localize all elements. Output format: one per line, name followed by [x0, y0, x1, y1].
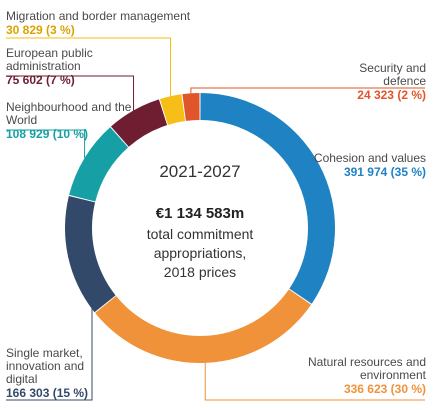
slice-cohesion-and-values: [200, 93, 335, 304]
leader-public-administration: [6, 75, 135, 111]
slice-security-and-defence: [182, 93, 200, 121]
center-caption-line-3: 2018 prices: [163, 264, 237, 280]
leader-migration: [6, 37, 172, 97]
label-value: 108 929 (10 %): [6, 127, 89, 141]
slice-natural-resources-and-environment: [95, 289, 312, 364]
label-name: Security and defence: [359, 61, 426, 88]
label-value: 391 974 (35 %): [343, 165, 426, 179]
leader-neighbourhood: [6, 129, 86, 159]
label-name: Neighbourhood and the World: [6, 100, 132, 127]
label-name: European public administration: [6, 46, 93, 73]
leader-security: [190, 87, 425, 94]
label-neighbourhood: Neighbourhood and the World 108 929 (10 …: [6, 101, 136, 141]
label-name: Cohesion and values: [313, 151, 426, 165]
label-value: 336 623 (30 %): [343, 382, 426, 396]
center-period: 2021-2027: [159, 162, 241, 181]
label-single-market: Single market, innovation and digital 16…: [6, 347, 116, 400]
center-total: €1 134 583m: [155, 205, 245, 222]
label-cohesion: Cohesion and values 391 974 (35 %): [306, 152, 426, 179]
label-natural-resources: Natural resources and environment 336 62…: [296, 356, 426, 396]
label-value: 166 303 (15 %): [6, 386, 89, 400]
label-name: Natural resources and environment: [307, 355, 426, 382]
label-name: Migration and border management: [6, 9, 191, 23]
leader-natural-resources: [204, 362, 425, 401]
label-migration: Migration and border management 30 829 (…: [6, 10, 226, 37]
label-value: 24 323 (2 %): [357, 88, 426, 102]
slice-neighbourhood-and-the-world: [69, 127, 129, 202]
leader-single-market: [6, 256, 93, 401]
center-caption-line-2: appropriations,: [153, 245, 247, 261]
slice-migration-and-border-management: [159, 94, 186, 125]
slice-european-public-administration: [110, 99, 168, 147]
center-caption-line-1: total commitment: [146, 226, 254, 242]
slice-single-market-innovation-and-digital: [65, 195, 116, 313]
label-name: Single market, innovation and digital: [6, 346, 85, 386]
label-security: Security and defence 24 323 (2 %): [316, 62, 426, 102]
label-value: 75 602 (7 %): [6, 73, 75, 87]
label-public-administration: European public administration 75 602 (7…: [6, 47, 126, 87]
label-value: 30 829 (3 %): [6, 23, 75, 37]
